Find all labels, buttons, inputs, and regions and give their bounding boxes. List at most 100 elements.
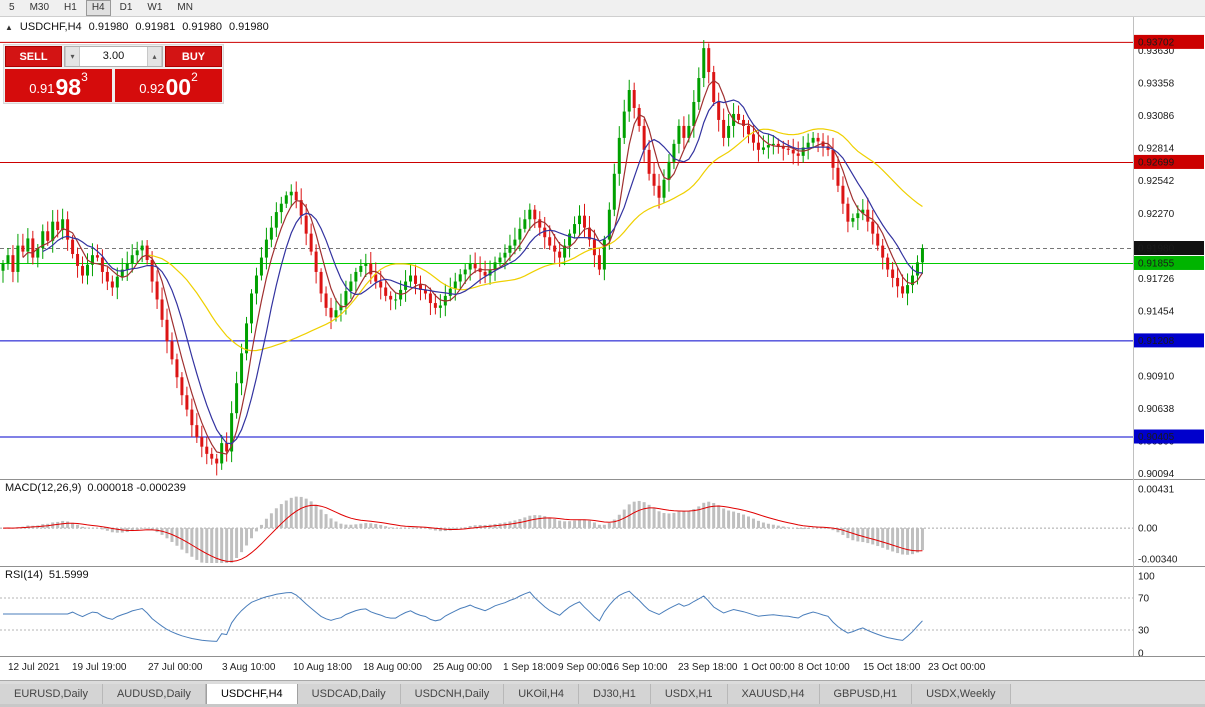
price-axis-label: 0.90910: [1138, 372, 1175, 383]
rsi-name: RSI(14): [5, 569, 43, 581]
chart-tab-AUDUSD-Daily[interactable]: AUDUSD,Daily: [102, 684, 206, 704]
price-badge-text: 0.91980: [1138, 244, 1175, 255]
buy-button[interactable]: BUY: [165, 46, 222, 67]
time-axis-label: 23 Oct 00:00: [928, 662, 986, 673]
chart-tab-USDCNH-Daily[interactable]: USDCNH,Daily: [400, 684, 505, 704]
chart-tab-USDX-H1[interactable]: USDX,H1: [650, 684, 728, 704]
price-axis-label: 0.93086: [1138, 111, 1175, 122]
price-axis-label: 0.91726: [1138, 274, 1175, 285]
rsi-line: [3, 590, 923, 642]
period-button-H4[interactable]: H4: [85, 0, 111, 16]
rsi-axis-label: 100: [1138, 572, 1155, 583]
chart-tab-UKOil-H4[interactable]: UKOil,H4: [504, 684, 580, 704]
chart-tab-USDX-Weekly[interactable]: USDX,Weekly: [912, 684, 1011, 704]
chart-tab-USDCAD-Daily[interactable]: USDCAD,Daily: [297, 684, 401, 704]
lot-increase-button[interactable]: ▴: [147, 47, 162, 66]
moving-average-line: [42, 99, 923, 445]
buy-price-big: 00: [165, 74, 192, 100]
rsi-axis-label: 70: [1138, 594, 1150, 605]
macd-axis-label: 0.00431: [1138, 485, 1175, 496]
time-axis-label: 18 Aug 00:00: [363, 662, 422, 673]
price-axis-label: 0.93630: [1138, 46, 1175, 57]
chart-tab-USDCHF-H4[interactable]: USDCHF,H4: [205, 684, 298, 704]
price-axis-label: 0.92270: [1138, 209, 1175, 220]
lot-decrease-button[interactable]: ▾: [65, 47, 80, 66]
time-axis-label: 12 Jul 2021: [8, 662, 60, 673]
macd-indicator-panel[interactable]: 0.00431 0.00 -0.00340: [0, 479, 1205, 566]
chart-tab-EURUSD-Daily[interactable]: EURUSD,Daily: [0, 684, 103, 704]
macd-axis-label: 0.00: [1138, 524, 1158, 535]
time-axis-label: 1 Oct 00:00: [743, 662, 795, 673]
period-button-D1[interactable]: D1: [119, 2, 133, 13]
moving-average-line: [22, 79, 923, 455]
macd-signal-line: [2, 504, 923, 563]
time-axis-label: 27 Jul 00:00: [148, 662, 203, 673]
time-axis-label: 19 Jul 19:00: [72, 662, 127, 673]
price-axis-label: 0.90638: [1138, 404, 1175, 415]
price-badge-text: 0.91208: [1138, 336, 1175, 347]
window-bottom-strip: [0, 704, 1205, 707]
chart-symbol-label: USDCHF,H4: [19, 21, 82, 33]
price-axis-label: 0.92814: [1138, 144, 1175, 155]
ohlc-open: 0.91980: [88, 21, 129, 33]
price-badge: [1134, 429, 1204, 444]
sell-price-big: 98: [55, 74, 82, 100]
period-button-H1[interactable]: H1: [64, 2, 77, 13]
lot-size-value[interactable]: 3.00: [102, 50, 125, 62]
time-axis-label: 3 Aug 10:00: [222, 662, 276, 673]
chart-header: ▲ USDCHF,H4 0.91980 0.91981 0.91980 0.91…: [5, 21, 269, 33]
ohlc-high: 0.91981: [135, 21, 176, 33]
time-axis-label: 16 Sep 10:00: [608, 662, 668, 673]
buy-price-prefix: 0.92: [139, 81, 165, 96]
chart-tab-bar: EURUSD,Daily AUDUSD,Daily USDCHF,H4 USDCAD,…: [0, 680, 1205, 704]
time-axis[interactable]: 12 Jul 2021 19 Jul 19:00 27 Jul 00:00 3 Aug…: [0, 656, 1205, 680]
period-toolbar: 5 M30 H1 H4 D1 W1 MN: [0, 0, 1205, 17]
price-axis-label: 0.91454: [1138, 306, 1175, 317]
price-badge-text: 0.93702: [1138, 37, 1175, 48]
price-axis-label: 0.92542: [1138, 176, 1175, 187]
ohlc-low: 0.91980: [182, 21, 222, 33]
macd-name: MACD(12,26,9): [5, 482, 82, 494]
price-badge: [1134, 333, 1204, 348]
buy-price-sup: 2: [191, 70, 198, 84]
price-badge-text: 0.90405: [1138, 432, 1175, 443]
one-click-trading-panel: SELL ▾ 3.00 ▴ BUY 0.91 98 3 0.92 00 2: [3, 44, 224, 104]
rsi-indicator-panel[interactable]: 100 70 30 0: [0, 566, 1205, 656]
sell-button[interactable]: SELL: [5, 46, 62, 67]
time-axis-label: 25 Aug 00:00: [433, 662, 492, 673]
macd-axis-label: -0.00340: [1138, 555, 1178, 566]
time-axis-label: 1 Sep 18:00: [503, 662, 557, 673]
time-axis-label: 9 Sep 00:00: [558, 662, 612, 673]
time-axis-label: 8 Oct 10:00: [798, 662, 850, 673]
period-button-W1[interactable]: W1: [147, 2, 163, 13]
sell-price-display[interactable]: 0.91 98 3: [5, 69, 112, 102]
main-price-chart[interactable]: 0.936300.933580.930860.928140.925420.922…: [0, 17, 1205, 479]
price-badge: [1134, 241, 1204, 255]
macd-values: 0.000018 -0.000239: [87, 482, 186, 494]
rsi-axis-label: 30: [1138, 626, 1150, 637]
chart-tab-XAUUSD-H4[interactable]: XAUUSD,H4: [727, 684, 820, 704]
period-button-5[interactable]: 5: [9, 2, 15, 13]
chart-tab-DJ30-H1[interactable]: DJ30,H1: [579, 684, 651, 704]
period-button-M30[interactable]: M30: [29, 2, 50, 13]
one-click-panel-toggle-icon[interactable]: ▲: [5, 22, 13, 32]
price-badge: [1134, 34, 1204, 49]
ohlc-close: 0.91980: [228, 21, 269, 33]
time-axis-label: 15 Oct 18:00: [863, 662, 921, 673]
sell-price-sup: 3: [81, 70, 88, 84]
rsi-axis-label: 0: [1138, 649, 1144, 657]
candlestick-series: [1, 40, 924, 476]
period-button-MN[interactable]: MN: [177, 2, 193, 13]
chart-tab-GBPUSD-H1[interactable]: GBPUSD,H1: [819, 684, 913, 704]
price-badge-text: 0.92699: [1138, 157, 1175, 168]
sell-price-prefix: 0.91: [29, 81, 55, 96]
price-badge: [1134, 255, 1204, 270]
rsi-value: 51.5999: [48, 569, 89, 581]
price-axis-label: 0.93358: [1138, 79, 1175, 90]
time-axis-label: 23 Sep 18:00: [678, 662, 738, 673]
buy-price-display[interactable]: 0.92 00 2: [115, 69, 222, 102]
time-axis-label: 10 Aug 18:00: [293, 662, 352, 673]
price-axis-label: 0.90094: [1138, 469, 1175, 479]
price-badge: [1134, 154, 1204, 169]
